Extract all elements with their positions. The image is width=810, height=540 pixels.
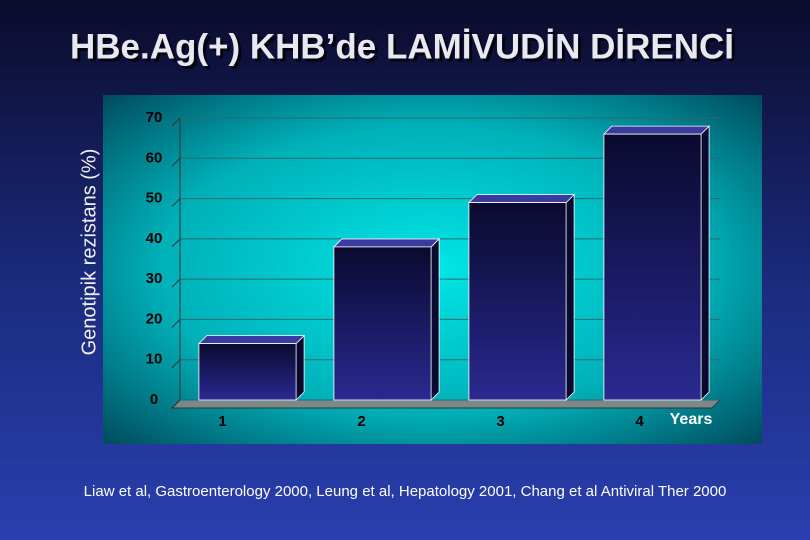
plot: 0 10 20 30 40 50 60 70 1 2 3 4 bbox=[146, 109, 722, 430]
tick-mark bbox=[171, 157, 181, 167]
chart-title: HBe.Ag(+) KHB’de LAMİVUDİN DİRENCİ bbox=[70, 27, 734, 66]
y-tick-label: 60 bbox=[146, 149, 163, 166]
bar-top bbox=[467, 194, 576, 203]
tick-mark bbox=[171, 399, 181, 409]
x-tick-label: 3 bbox=[496, 413, 504, 430]
source-note: Liaw et al, Gastroenterology 2000, Leung… bbox=[84, 483, 727, 500]
x-axis-label: Years bbox=[670, 411, 713, 428]
bar bbox=[198, 343, 297, 401]
bar-top bbox=[332, 238, 441, 248]
bar-side bbox=[430, 237, 440, 401]
tick-mark bbox=[171, 359, 181, 369]
tick-mark bbox=[171, 319, 181, 328]
bar-top bbox=[602, 125, 711, 135]
y-tick-label: 10 bbox=[146, 351, 163, 368]
floor bbox=[170, 399, 722, 409]
x-tick-label: 1 bbox=[218, 413, 226, 430]
x-tick-label: 4 bbox=[635, 413, 644, 430]
y-tick-label: 40 bbox=[146, 230, 163, 247]
y-tick-label: 30 bbox=[146, 270, 163, 287]
title-shadow: HBe.Ag(+) KHB’de LAMİVUDİN DİRENCİ bbox=[73, 30, 737, 69]
y-tick-label: 0 bbox=[150, 391, 158, 408]
tick-mark bbox=[171, 117, 181, 127]
bar bbox=[333, 246, 432, 401]
y-tick-label: 20 bbox=[146, 310, 163, 327]
bar-side bbox=[700, 125, 710, 401]
x-tick-label: 2 bbox=[357, 413, 365, 430]
y-tick-label: 50 bbox=[146, 190, 163, 207]
bar bbox=[603, 133, 702, 401]
tick-mark bbox=[171, 278, 181, 288]
bar-side bbox=[295, 334, 305, 401]
y-axis-label: Genotipik rezistans (%) bbox=[78, 149, 100, 356]
bar-top bbox=[197, 335, 306, 344]
tick-mark bbox=[171, 198, 181, 207]
bar bbox=[468, 202, 567, 401]
tick-mark bbox=[171, 238, 181, 248]
bar-side bbox=[565, 193, 575, 401]
y-tick-label: 70 bbox=[146, 109, 163, 126]
